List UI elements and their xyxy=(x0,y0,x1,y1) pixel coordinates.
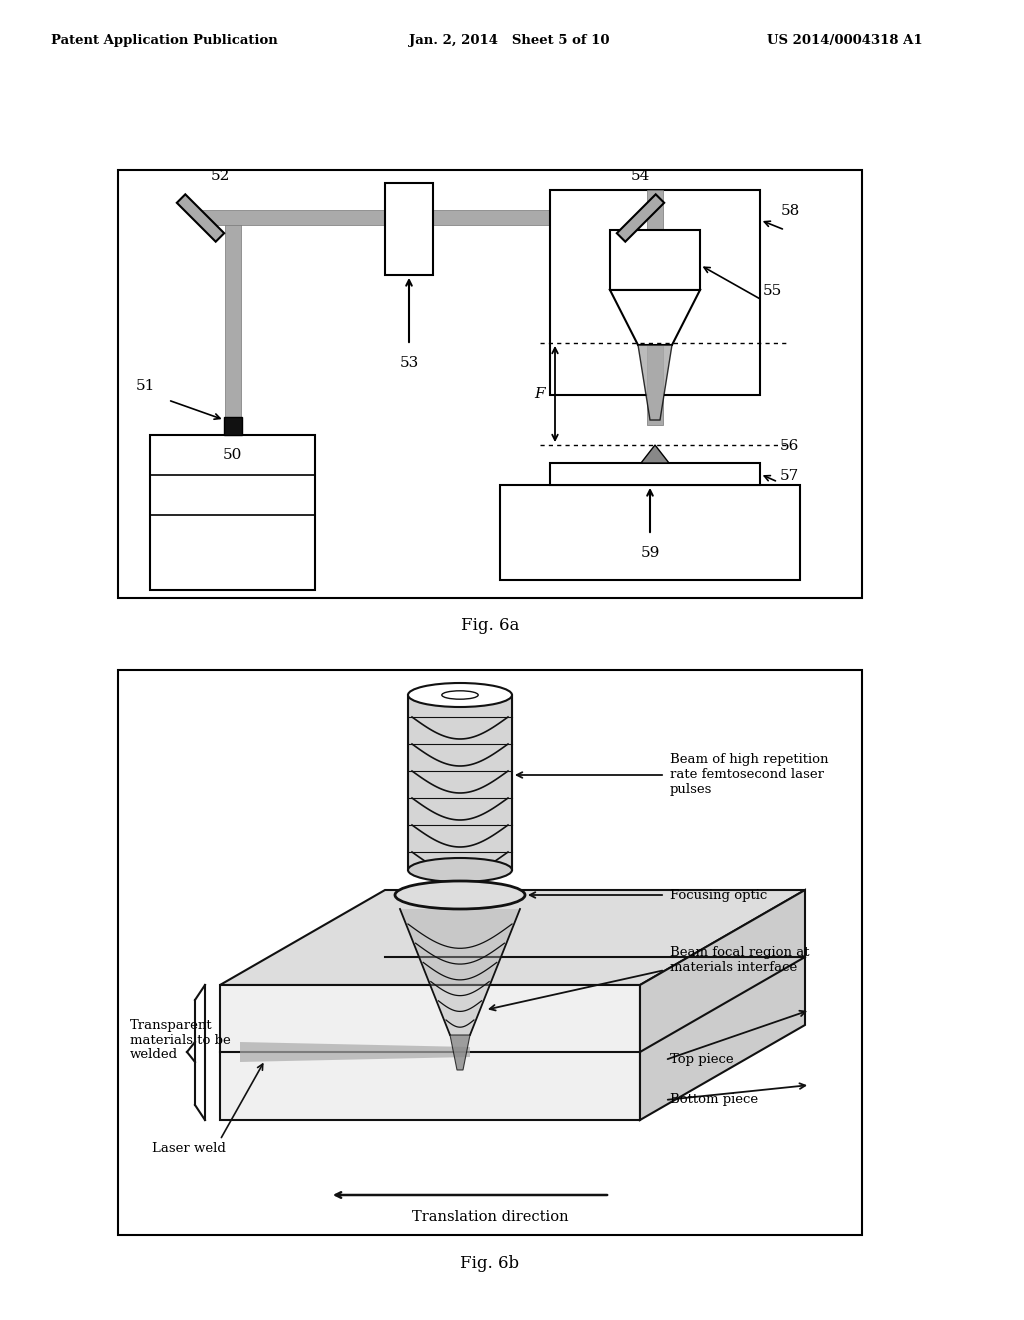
Bar xyxy=(647,190,663,425)
Ellipse shape xyxy=(408,858,512,882)
Text: Transparent
materials to be
welded: Transparent materials to be welded xyxy=(130,1019,230,1061)
Text: Jan. 2, 2014   Sheet 5 of 10: Jan. 2, 2014 Sheet 5 of 10 xyxy=(410,34,609,48)
Text: Fig. 6b: Fig. 6b xyxy=(461,1254,519,1271)
Polygon shape xyxy=(641,445,669,463)
Text: 57: 57 xyxy=(780,469,800,483)
Bar xyxy=(150,436,315,590)
Text: Bottom piece: Bottom piece xyxy=(670,1093,758,1106)
Text: 52: 52 xyxy=(210,169,229,183)
Polygon shape xyxy=(400,909,520,1035)
Bar xyxy=(385,183,433,275)
Bar xyxy=(550,190,760,395)
Text: F: F xyxy=(535,387,546,401)
Text: 55: 55 xyxy=(763,284,781,298)
Text: Fig. 6a: Fig. 6a xyxy=(461,616,519,634)
Text: US 2014/0004318 A1: US 2014/0004318 A1 xyxy=(767,34,923,48)
Text: Beam of high repetition
rate femtosecond laser
pulses: Beam of high repetition rate femtosecond… xyxy=(670,754,828,796)
Polygon shape xyxy=(610,290,700,345)
Text: 54: 54 xyxy=(631,169,649,183)
Text: Focusing optic: Focusing optic xyxy=(670,888,767,902)
Polygon shape xyxy=(450,1035,470,1071)
Bar xyxy=(177,194,224,242)
Polygon shape xyxy=(240,1041,470,1063)
Text: 59: 59 xyxy=(640,546,659,560)
Bar xyxy=(118,170,862,598)
Text: 56: 56 xyxy=(780,440,800,453)
Text: Translation direction: Translation direction xyxy=(412,1210,568,1224)
Text: 51: 51 xyxy=(135,379,155,393)
Ellipse shape xyxy=(441,690,478,700)
Text: Top piece: Top piece xyxy=(670,1053,733,1067)
Bar xyxy=(550,463,760,484)
Text: Patent Application Publication: Patent Application Publication xyxy=(51,34,278,48)
Text: Beam focal region at
materials interface: Beam focal region at materials interface xyxy=(670,946,810,974)
Bar xyxy=(223,417,242,436)
Text: Laser weld: Laser weld xyxy=(152,1142,226,1155)
Polygon shape xyxy=(220,890,805,985)
Bar xyxy=(118,671,862,1236)
Text: 58: 58 xyxy=(780,205,800,218)
Ellipse shape xyxy=(395,880,525,909)
Bar xyxy=(200,210,640,224)
Bar xyxy=(500,484,800,579)
Polygon shape xyxy=(640,890,805,1119)
Text: 53: 53 xyxy=(399,356,419,370)
Ellipse shape xyxy=(408,682,512,708)
Polygon shape xyxy=(638,345,672,420)
Bar xyxy=(616,194,665,242)
Text: 50: 50 xyxy=(223,447,243,462)
Polygon shape xyxy=(220,985,640,1119)
Bar xyxy=(224,220,241,417)
Bar xyxy=(610,230,700,290)
